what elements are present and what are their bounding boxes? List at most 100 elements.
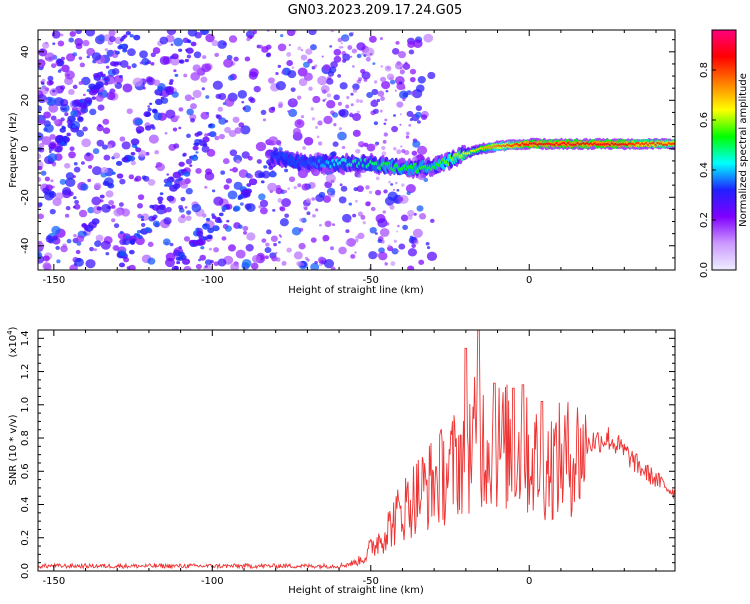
spectrogram-noise-dot: [387, 66, 390, 70]
spectrogram-noise-blob: [339, 183, 343, 186]
spectrogram-noise-dot: [392, 188, 396, 191]
spectrogram-noise-dot: [373, 143, 378, 147]
spectrogram-y-tick-label: 20: [20, 94, 31, 107]
spectrogram-noise-blob: [391, 125, 399, 133]
spectrogram-noise-blob: [73, 203, 81, 210]
spectrogram-streak-blob: [67, 115, 76, 123]
spectrogram-noise-blob: [224, 97, 235, 107]
spectrogram-noise-blob: [159, 36, 169, 45]
spectrogram-noise-blob: [50, 63, 57, 69]
spectrogram-noise-blob: [95, 234, 104, 242]
snr-y-tick-label: 0.4: [20, 497, 31, 513]
spectrogram-noise-blob: [83, 93, 86, 97]
spectrogram-streak-blob: [116, 173, 124, 179]
spectrogram-noise-blob: [310, 44, 317, 51]
spectrogram-noise-blob: [265, 242, 270, 247]
spectrogram-streak-blob: [171, 53, 179, 60]
spectrogram-noise-dot: [327, 191, 332, 195]
spectrogram-noise-blob: [384, 118, 388, 122]
spectrogram-noise-blob: [374, 189, 382, 196]
spectrogram-noise-blob: [366, 143, 376, 152]
spectrogram-noise-blob: [101, 144, 108, 150]
spectrogram-noise-blob: [305, 48, 313, 55]
spectrogram-streak-blob: [118, 262, 126, 268]
spectrogram-noise-blob: [164, 131, 168, 135]
spectrogram-noise-dot: [360, 214, 366, 220]
spectrogram-noise-blob: [186, 108, 194, 116]
spectrogram-noise-blob: [153, 79, 161, 86]
spectrogram-noise-dot: [313, 64, 318, 68]
spectrogram-noise-blob: [119, 178, 126, 185]
spectrogram-noise-blob: [65, 172, 75, 180]
spectrogram-streak-blob: [145, 227, 152, 232]
spectrogram-noise-blob: [73, 234, 77, 238]
spectrogram-noise-blob: [91, 52, 102, 61]
spectrogram-noise-blob: [64, 70, 75, 80]
spectrogram-noise-blob: [308, 30, 317, 36]
spectrogram-noise-blob: [127, 48, 136, 57]
spectrogram-noise-blob: [398, 243, 406, 250]
spectrogram-noise-blob: [298, 242, 306, 250]
spectrogram-noise-blob: [227, 190, 238, 200]
spectrogram-noise-blob: [383, 189, 388, 194]
spectrogram-noise-dot: [322, 238, 327, 242]
spectrogram-noise-blob: [288, 176, 296, 183]
spectrogram-noise-blob: [55, 245, 60, 251]
spectrogram-noise-dot: [288, 43, 292, 47]
spectrogram-noise-blob: [322, 64, 331, 72]
spectrogram-noise-blob: [268, 136, 279, 146]
spectrogram-noise-dot: [350, 55, 353, 58]
spectrogram-noise-blob: [51, 225, 61, 235]
spectrogram-streak-blob: [72, 125, 77, 129]
spectrogram-noise-blob: [213, 196, 224, 206]
spectrogram-noise-blob: [329, 45, 333, 48]
spectrogram-noise-blob: [312, 95, 321, 104]
spectrogram-noise-blob: [203, 264, 213, 270]
spectrogram-noise-blob: [271, 255, 278, 262]
spectrogram-noise-blob: [234, 127, 242, 134]
spectrogram-streak-blob: [130, 138, 140, 146]
spectrogram-streak-blob: [56, 138, 63, 144]
spectrogram-noise-blob: [242, 107, 246, 110]
spectrogram-noise-blob: [416, 145, 428, 156]
spectrogram-noise-dot: [358, 80, 361, 84]
spectrogram-noise-dot: [275, 251, 278, 255]
spectrogram-noise-blob: [273, 242, 277, 247]
spectrogram-noise-blob: [82, 126, 88, 132]
spectrogram-noise-blob: [183, 265, 192, 270]
spectrogram-noise-dot: [398, 196, 403, 202]
spectrogram-noise-blob: [247, 155, 253, 161]
spectrogram-noise-dot: [301, 262, 305, 267]
spectrogram-noise-blob: [204, 171, 215, 181]
spectrogram-noise-blob: [138, 149, 147, 158]
spectrogram-noise-dot: [301, 49, 304, 52]
spectrogram-noise-blob: [180, 214, 186, 219]
spectrogram-noise-blob: [38, 105, 43, 113]
spectrogram-noise-blob: [100, 240, 111, 250]
spectrogram-noise-blob: [283, 189, 288, 194]
spectrogram-noise-blob: [166, 30, 177, 36]
spectrogram-noise-dot: [367, 201, 371, 206]
spectrogram-noise-blob: [402, 224, 408, 231]
spectrogram-noise-blob: [104, 48, 109, 52]
spectrogram-noise-dot: [316, 135, 320, 139]
spectrogram-streak-blob: [187, 40, 192, 44]
spectrogram-noise-blob: [108, 30, 116, 37]
spectrogram-noise-blob: [192, 64, 201, 72]
spectrogram-noise-blob: [108, 35, 116, 43]
spectrogram-noise-blob: [42, 42, 50, 49]
spectrogram-y-tick-label: 40: [20, 45, 31, 58]
spectrogram-noise-blob: [60, 33, 64, 37]
spectrogram-streak-blob: [196, 230, 204, 237]
spectrogram-noise-dot: [356, 110, 360, 114]
spectrogram-noise-blob: [186, 210, 192, 215]
spectrogram-noise-dot: [354, 131, 359, 136]
spectrogram-noise-blob: [341, 145, 346, 150]
spectrogram-noise-blob: [165, 109, 176, 119]
spectrogram-noise-blob: [94, 240, 102, 247]
spectrogram-noise-blob: [193, 51, 202, 59]
spectrogram-noise-blob: [52, 197, 62, 207]
spectrogram-noise-blob: [66, 238, 72, 244]
spectrogram-streak-blob: [124, 235, 129, 239]
spectrogram-noise-blob: [173, 37, 184, 47]
